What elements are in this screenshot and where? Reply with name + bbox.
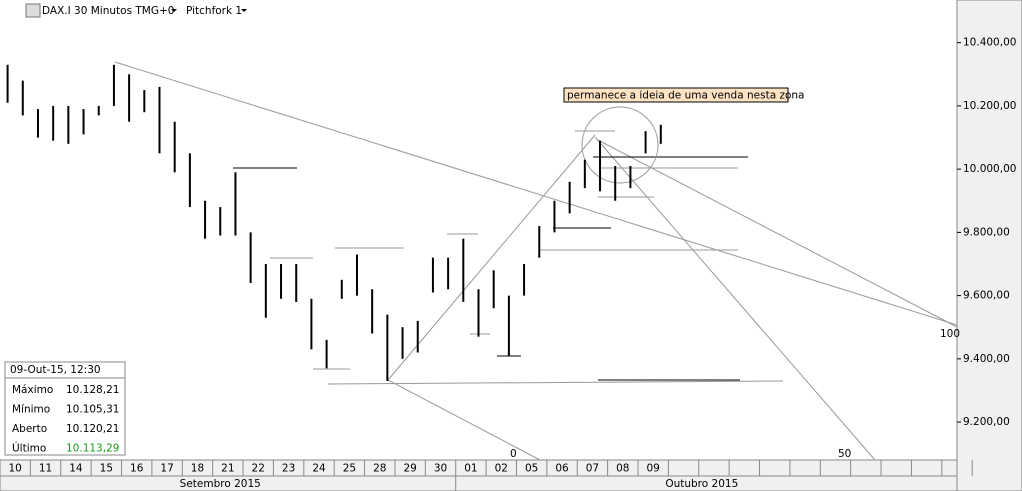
symbol-icon[interactable] xyxy=(25,3,41,18)
x-tick-label: 22 xyxy=(252,463,265,475)
info-value: 10.105,31 xyxy=(66,404,119,416)
y-tick-label: 9.800,00 xyxy=(963,226,1010,238)
y-tick-label: 9.400,00 xyxy=(963,353,1010,365)
y-tick-label: 9.200,00 xyxy=(963,416,1010,428)
x-tick-label: 08 xyxy=(616,463,629,475)
x-tick-label: 14 xyxy=(69,463,83,475)
x-tick-label: 29 xyxy=(403,463,416,475)
info-value: 10.113,29 xyxy=(66,443,119,455)
x-tick-label: 23 xyxy=(282,463,295,475)
pitchfork-label: 0 xyxy=(510,448,517,460)
x-tick-label: 16 xyxy=(130,463,144,475)
x-tick-label: 25 xyxy=(343,463,356,475)
info-label: Mínimo xyxy=(12,404,50,416)
x-tick-label: 10 xyxy=(9,463,22,475)
symbol[interactable]: DAX.I 30 Minutos TMG+0 xyxy=(42,5,174,17)
x-tick-label: 24 xyxy=(312,463,326,475)
info-label: Último xyxy=(12,442,46,455)
x-tick-label: 18 xyxy=(191,463,204,475)
x-tick-label: 15 xyxy=(100,463,113,475)
info-value: 10.128,21 xyxy=(66,384,119,396)
info-datetime: 09-Out-15, 12:30 xyxy=(10,364,101,376)
y-axis-panel xyxy=(956,0,1022,491)
x-tick-label: 07 xyxy=(586,463,599,475)
drawings xyxy=(114,61,958,461)
pitchfork-label: 50 xyxy=(838,448,851,460)
x-tick-label: 21 xyxy=(221,463,234,475)
x-tick-label: 05 xyxy=(525,463,538,475)
x-tick-label: 02 xyxy=(495,463,508,475)
y-tick-label: 10.000,00 xyxy=(963,163,1016,175)
month-label: Setembro 2015 xyxy=(180,478,261,490)
y-tick-label: 10.400,00 xyxy=(963,37,1016,49)
x-tick-label: 09 xyxy=(647,463,660,475)
dropdown-arrow[interactable] xyxy=(241,9,247,12)
annotation: permanece a ideia de uma venda nesta zon… xyxy=(567,90,805,102)
pitchfork-label: 100 xyxy=(940,328,960,340)
month-label: Outubro 2015 xyxy=(665,478,738,490)
x-tick-label: 11 xyxy=(39,463,52,475)
x-tick-label: 28 xyxy=(373,463,386,475)
x-tick-label: 06 xyxy=(555,463,569,475)
info-value: 10.120,21 xyxy=(66,423,119,435)
dropdown-arrow[interactable] xyxy=(171,9,177,12)
x-tick-label: 17 xyxy=(160,463,173,475)
info-label: Aberto xyxy=(12,423,47,435)
study[interactable]: Pitchfork 1 xyxy=(186,5,242,17)
x-tick-label: 30 xyxy=(434,463,447,475)
x-tick-label: 01 xyxy=(464,463,477,475)
y-tick-label: 9.600,00 xyxy=(963,290,1010,302)
info-label: Máximo xyxy=(12,384,53,396)
annotation-box xyxy=(563,87,789,103)
y-tick-label: 10.200,00 xyxy=(963,100,1016,112)
